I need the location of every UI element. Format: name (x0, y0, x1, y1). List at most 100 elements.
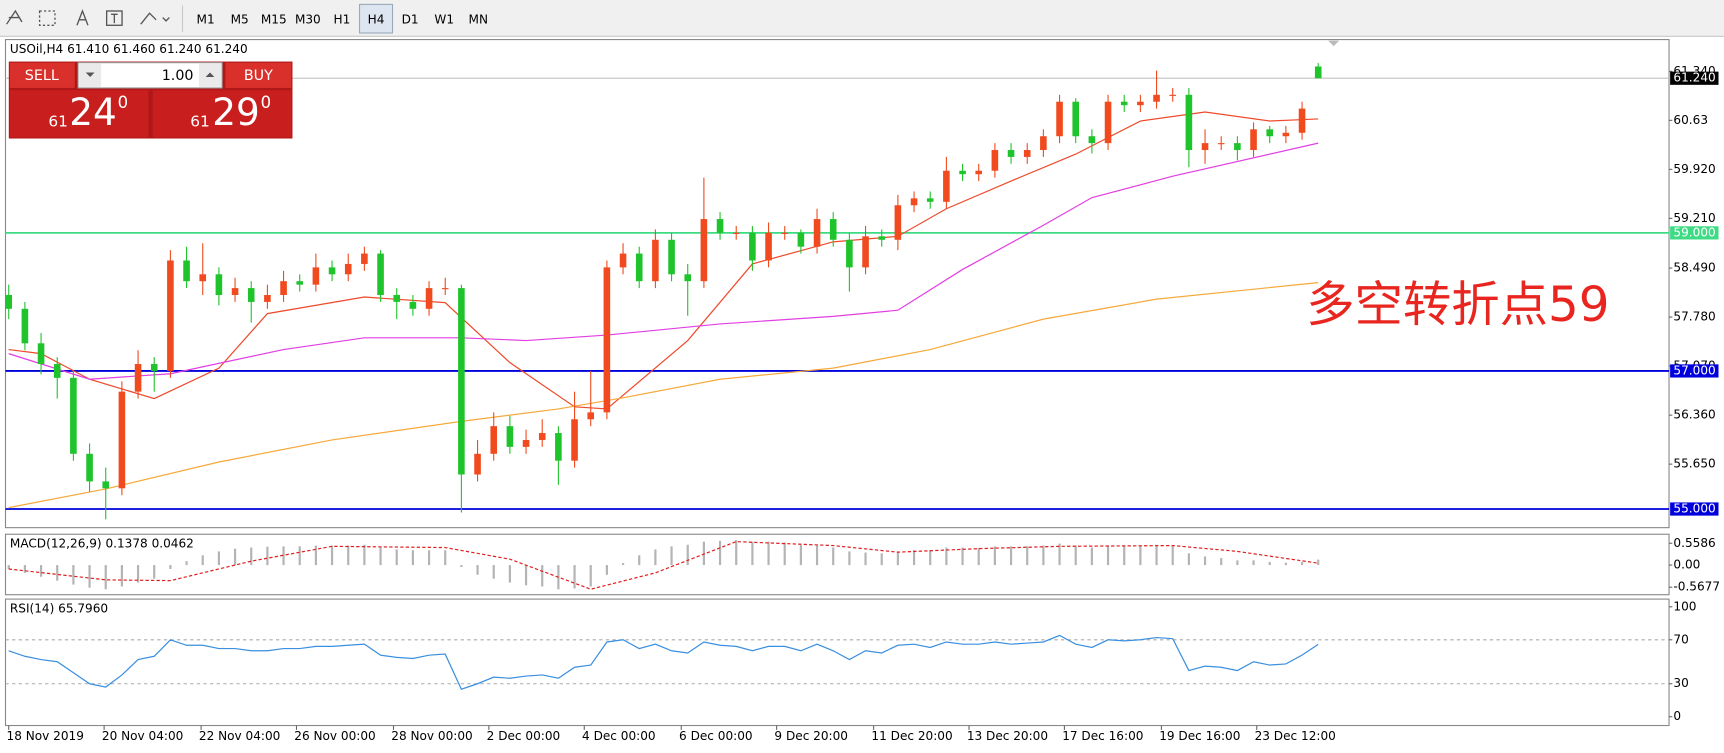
macd-bar (1236, 560, 1239, 566)
timeframe-button[interactable]: H1 (334, 12, 351, 26)
macd-bar (1106, 545, 1110, 566)
tool-icon[interactable] (105, 10, 123, 26)
candle-body (1217, 143, 1225, 145)
timeframe-button[interactable]: W1 (434, 12, 454, 26)
candle-body (862, 236, 869, 268)
macd-bar (508, 565, 511, 583)
price-marker-label: 59.000 (1673, 225, 1715, 239)
macd-bar (298, 546, 301, 566)
macd-bar (282, 546, 285, 566)
tool-icon[interactable] (6, 9, 23, 25)
indicator-label: MACD(12,26,9) 0.1378 0.0462 (10, 537, 194, 551)
tool-icon[interactable] (76, 9, 89, 26)
macd-bar (266, 546, 269, 566)
macd-bar (444, 550, 447, 566)
macd-bar (605, 565, 608, 575)
bid-big: 61 (48, 113, 68, 131)
sell-button[interactable] (9, 62, 75, 88)
candle-body (231, 288, 239, 296)
y-tick-label: 59.920 (1673, 162, 1715, 176)
y-tick-label: 0.00 (1673, 558, 1700, 572)
lot-down-arrow (85, 72, 95, 77)
macd-bar (1171, 545, 1174, 566)
timeframe-button[interactable]: D1 (402, 12, 419, 26)
tool-icon[interactable] (140, 12, 170, 25)
macd-bar (1042, 545, 1045, 566)
macd-bar (363, 544, 366, 566)
macd-bar (799, 544, 802, 566)
candle-body (280, 281, 287, 296)
macd-bar (1187, 553, 1190, 566)
candle-body (1282, 132, 1290, 137)
candle-body (1185, 94, 1193, 151)
ask-box[interactable] (152, 90, 292, 138)
candle-body (1088, 136, 1096, 144)
macd-bar (153, 565, 156, 579)
price-marker-label: 57.000 (1673, 363, 1715, 377)
candle-body (829, 219, 837, 240)
x-tick-label: 23 Dec 12:00 (1255, 729, 1336, 743)
timeframe-button[interactable]: M30 (295, 12, 321, 26)
tool-icon[interactable] (111, 13, 118, 24)
ask-figure: 29 (212, 90, 260, 134)
macd-bar (735, 540, 738, 566)
candle-body (490, 426, 498, 454)
candle-body (1234, 143, 1241, 151)
candle-body (393, 295, 401, 302)
buy-label: BUY (244, 68, 273, 84)
macd-bar (1284, 562, 1287, 566)
timeframe-button[interactable]: H4 (368, 12, 385, 26)
indicator-label: RSI(14) 65.7960 (10, 601, 108, 615)
indicator-label: USOil,H4 61.410 61.460 61.240 61.240 (10, 42, 248, 56)
candle-body (1040, 136, 1047, 151)
candle-body (813, 219, 821, 247)
moving-average (8, 282, 1319, 509)
macd-bar (233, 548, 237, 566)
macd-bar (1123, 545, 1126, 566)
bid-box[interactable] (9, 90, 149, 138)
macd-bar (1252, 560, 1255, 566)
timeframe-button[interactable]: M5 (231, 12, 249, 26)
buy-button[interactable] (225, 62, 292, 88)
macd-bar (815, 545, 819, 566)
price-marker (1670, 502, 1719, 516)
candle-body (1314, 66, 1322, 79)
candle-body (571, 419, 578, 461)
candle-body (183, 260, 190, 282)
macd-bar (961, 547, 964, 566)
y-tick-label: 100 (1673, 599, 1696, 613)
candle-body (199, 274, 207, 282)
candle-body (328, 267, 336, 275)
macd-bar (751, 541, 754, 566)
macd-bar (912, 550, 916, 566)
timeframe-button[interactable]: M1 (197, 12, 215, 26)
candle-body (1298, 108, 1306, 133)
candle-body (1007, 150, 1015, 157)
macd-bar (848, 551, 851, 566)
timeframe-button[interactable]: M15 (261, 12, 287, 26)
macd-bar (864, 552, 867, 566)
candle-body (797, 232, 805, 247)
candle-body (603, 267, 611, 413)
tool-icon[interactable] (38, 10, 56, 26)
price-marker (1670, 364, 1719, 378)
macd-bar (1058, 543, 1061, 566)
macd-bar (1203, 556, 1207, 566)
timeframe-active[interactable] (358, 3, 394, 34)
candle-body (53, 364, 61, 378)
timeframe-button[interactable]: MN (469, 12, 488, 26)
price-marker (1670, 226, 1719, 240)
candle-body (409, 301, 417, 309)
candle-body (1072, 101, 1080, 137)
candle-body (21, 308, 29, 344)
macd-bar (492, 565, 495, 579)
y-tick-label: 70 (1673, 632, 1688, 646)
candle-body (425, 288, 433, 309)
lot-field[interactable] (77, 62, 223, 89)
annotation: 多空转折点59 (1306, 277, 1609, 333)
candle-body (441, 288, 449, 290)
lot-value: 1.00 (162, 68, 194, 84)
x-tick-label: 2 Dec 00:00 (487, 729, 561, 743)
macd-bar (169, 565, 172, 569)
x-tick-label: 6 Dec 00:00 (679, 729, 753, 743)
